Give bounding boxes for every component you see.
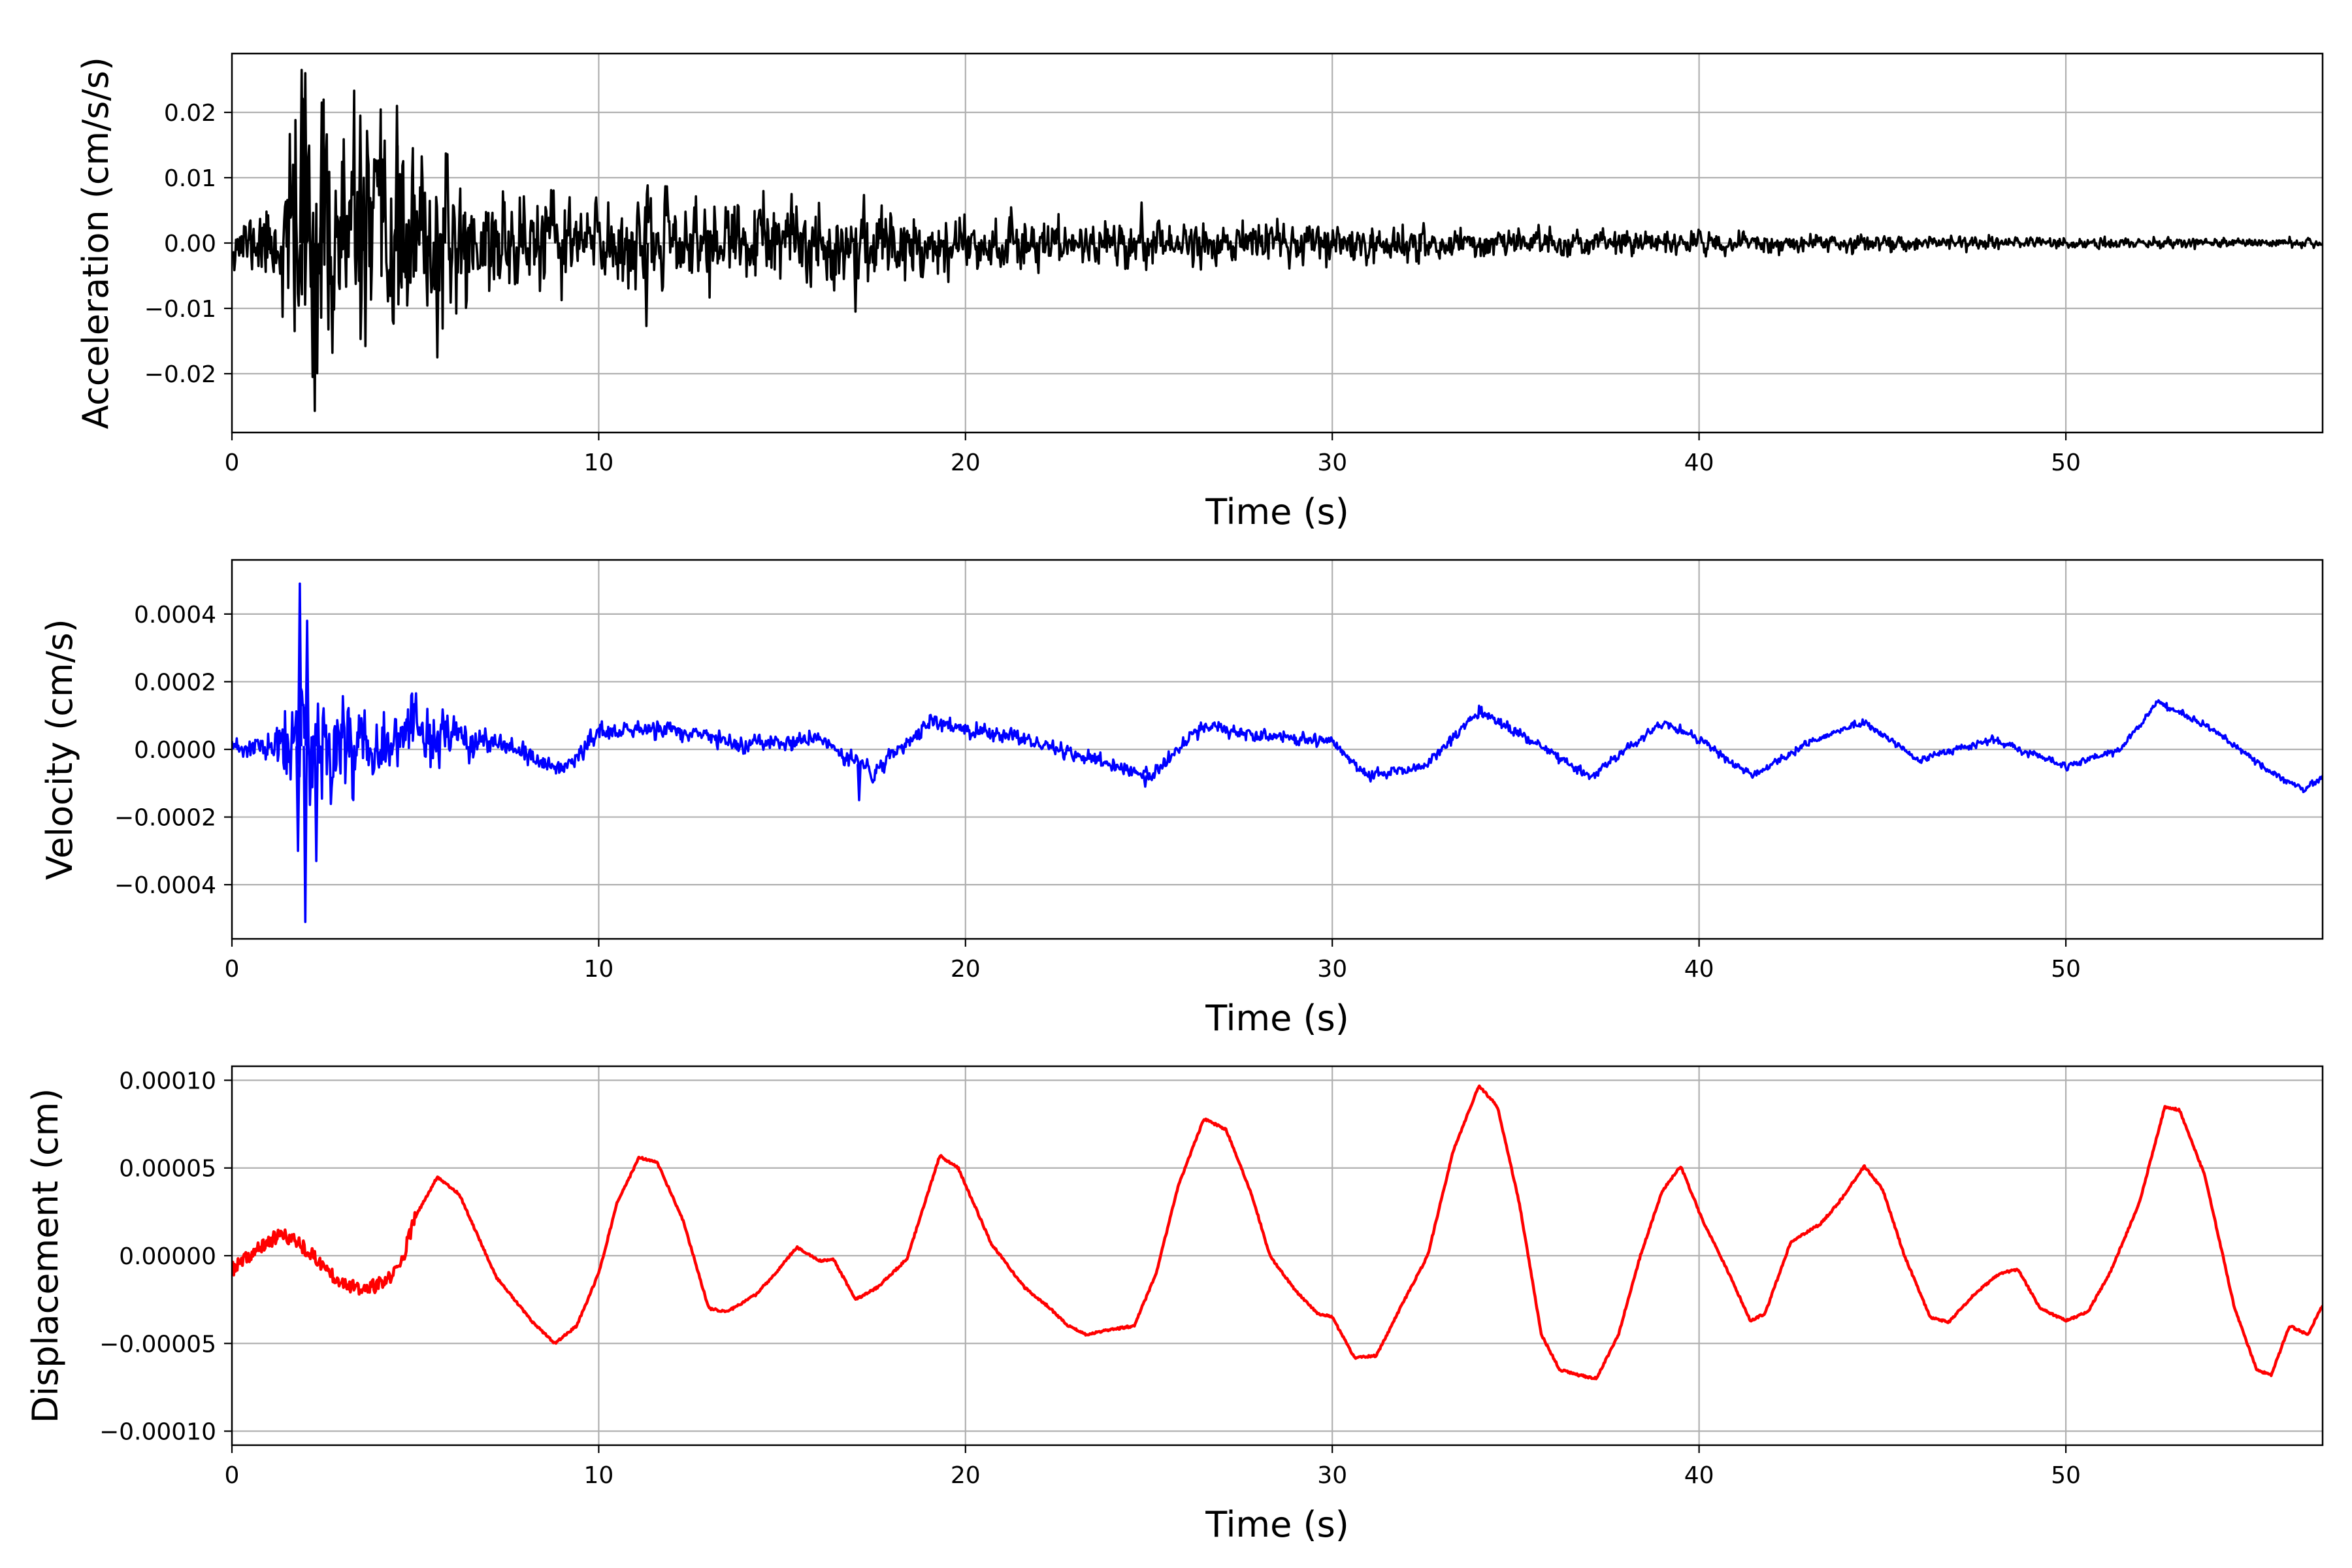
subplot-3: 0 10 20 30 40 50 −0.00010 −0.00005 0.00000 0.0000…	[25, 1065, 2324, 1545]
x-tick-label: 10	[583, 1462, 613, 1489]
x-tick-label: 50	[2051, 449, 2081, 476]
x-tick-label: 10	[583, 956, 613, 983]
x-tick-label: 30	[1317, 1462, 1347, 1489]
x-tick-label: 0	[225, 449, 240, 476]
x-tick-label: 20	[951, 956, 981, 983]
x-tick-label: 20	[951, 1462, 981, 1489]
x-tick-label: 10	[583, 449, 613, 476]
y-tick-label: −0.0002	[114, 805, 216, 832]
x-tick-label: 40	[1684, 449, 1714, 476]
subplot-2: 0 10 20 30 40 50 −0.0004 −0.0002 0.0000 0.0002 0.0…	[39, 559, 2324, 1039]
x-tick-label: 50	[2051, 1462, 2081, 1489]
x-tick-label: 20	[951, 449, 981, 476]
y-tick-label: 0.00000	[119, 1243, 216, 1270]
y-tick-label: 0.0004	[134, 602, 216, 629]
y-axis-label: Displacement (cm)	[25, 1088, 66, 1424]
y-tick-label: −0.0004	[114, 872, 216, 899]
x-tick-label: 40	[1684, 956, 1714, 983]
x-axis-label: Time (s)	[1205, 998, 1349, 1039]
y-tick-label: 0.00010	[119, 1068, 216, 1094]
x-axis-label: Time (s)	[1205, 1504, 1349, 1545]
y-tick-label: −0.02	[144, 361, 216, 388]
y-tick-label: 0.0002	[134, 669, 216, 696]
subplot-1: 0 10 20 30 40 50 −0.02 −0.01 0.00 0.01 0.02 Time (s…	[75, 52, 2324, 532]
series-line-1	[232, 1084, 2323, 1380]
y-tick-label: 0.00005	[119, 1156, 216, 1183]
y-tick-label: 0.02	[164, 100, 216, 127]
y-tick-label: −0.01	[144, 296, 216, 323]
subplots: 0 10 20 30 40 50 −0.02 −0.01 0.00 0.01 0.02 Time (s…	[25, 52, 2324, 1545]
x-tick-label: 30	[1317, 449, 1347, 476]
x-tick-label: 40	[1684, 1462, 1714, 1489]
x-tick-label: 0	[225, 956, 240, 983]
series-line-1	[232, 582, 2323, 923]
y-tick-label: 0.01	[164, 165, 216, 192]
x-tick-label: 30	[1317, 956, 1347, 983]
grid-lines	[232, 1066, 2323, 1445]
y-tick-label: 0.0000	[134, 737, 216, 764]
x-tick-label: 50	[2051, 956, 2081, 983]
x-tick-label: 0	[225, 1462, 240, 1489]
x-axis-label: Time (s)	[1205, 491, 1349, 532]
y-tick-label: 0.00	[164, 231, 216, 257]
y-tick-label: −0.00005	[99, 1331, 216, 1358]
y-axis-label: Acceleration (cm/s/s)	[75, 57, 116, 429]
y-tick-label: −0.00010	[99, 1419, 216, 1446]
y-axis-label: Velocity (cm/s)	[39, 619, 80, 880]
series-line-1	[232, 69, 2323, 412]
